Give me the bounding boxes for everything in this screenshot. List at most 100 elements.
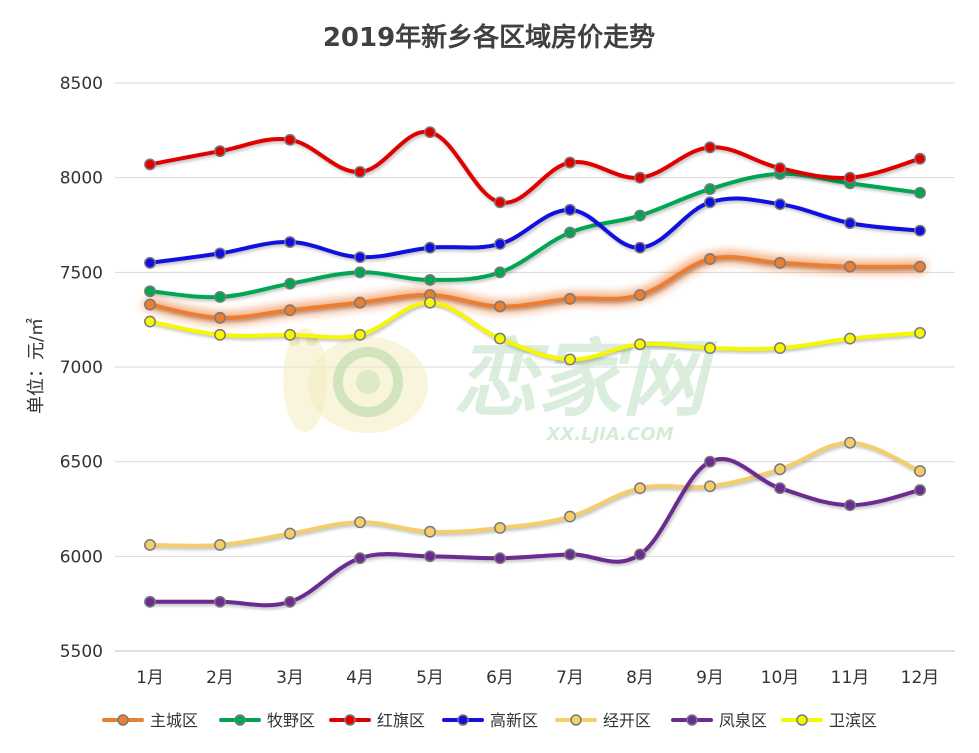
series-shadow: [151, 442, 923, 550]
data-point: [704, 455, 716, 468]
data-point: [284, 595, 296, 608]
data-point: [214, 595, 226, 608]
data-point: [354, 552, 366, 565]
data-point: [424, 241, 436, 254]
legend-item: 牧野区: [219, 711, 315, 730]
data-point: [494, 237, 506, 250]
x-tick-label: 12月: [901, 668, 940, 688]
data-point: [704, 183, 716, 195]
data-point: [144, 256, 156, 269]
legend-label: 主城区: [150, 711, 198, 730]
legend-item: 主城区: [102, 711, 198, 730]
data-point: [914, 260, 926, 273]
data-point: [844, 260, 856, 273]
data-point: [494, 332, 506, 345]
data-point: [424, 273, 436, 286]
data-point: [774, 162, 786, 175]
data-point: [634, 209, 646, 222]
data-point: [284, 133, 296, 146]
data-point: [494, 196, 506, 209]
y-tick-label: 6500: [60, 453, 103, 473]
data-point: [354, 296, 366, 309]
data-point: [494, 552, 506, 565]
x-tick-label: 4月: [346, 668, 374, 688]
x-tick-label: 11月: [831, 668, 870, 688]
legend-label: 高新区: [490, 711, 538, 730]
watermark-snail-spiral: [333, 347, 403, 417]
data-point: [354, 166, 366, 178]
data-point: [634, 289, 646, 302]
data-point: [844, 332, 856, 345]
data-point: [564, 203, 576, 216]
legend-swatch-marker: [686, 714, 698, 726]
data-point: [564, 510, 576, 523]
data-point: [144, 298, 156, 311]
data-point: [704, 196, 716, 209]
data-point: [354, 266, 366, 279]
legend-label: 红旗区: [377, 711, 425, 730]
x-tick-label: 1月: [136, 668, 164, 688]
series-line: [148, 457, 922, 608]
data-point: [704, 253, 716, 266]
data-point: [144, 158, 156, 171]
data-point: [774, 256, 786, 269]
data-point: [774, 463, 786, 476]
data-point: [634, 241, 646, 254]
series-shadow: [151, 173, 922, 302]
data-point: [704, 141, 716, 154]
series-凤泉区: [144, 455, 926, 610]
data-point: [284, 527, 296, 540]
data-point: [214, 311, 226, 324]
data-point: [144, 285, 156, 298]
watermark-snail-body: [283, 328, 327, 432]
data-point: [774, 482, 786, 495]
data-point: [564, 353, 576, 366]
data-point: [494, 266, 506, 279]
y-tick-label: 8000: [60, 169, 103, 189]
legend-swatch-marker: [117, 714, 129, 726]
series-shadow: [151, 131, 923, 207]
legend-swatch-marker: [457, 714, 469, 726]
data-point: [634, 338, 646, 351]
legend-swatch-marker: [234, 714, 246, 726]
data-point: [634, 482, 646, 495]
y-tick-label: 6000: [60, 547, 103, 567]
x-tick-label: 5月: [416, 668, 444, 688]
data-point: [214, 145, 226, 158]
data-point: [144, 539, 156, 551]
data-point: [704, 480, 716, 493]
data-point: [914, 484, 926, 497]
data-point: [144, 595, 156, 608]
legend-label: 经开区: [603, 711, 651, 730]
watermark-snail-core: [356, 370, 380, 394]
x-tick-label: 9月: [696, 668, 724, 688]
axes: 5500 6000 6500 7000 7500 8000 8500 1月 2月 3月 4月 5月 6月…: [60, 74, 940, 688]
data-point: [144, 315, 156, 328]
data-point: [844, 217, 856, 230]
data-point: [564, 226, 576, 239]
series-卫滨区: [144, 296, 926, 366]
series-高新区: [144, 196, 926, 269]
x-tick-label: 7月: [556, 668, 584, 688]
watermark-url: XX.LJIA.COM: [546, 424, 674, 445]
series-红旗区: [144, 126, 926, 209]
series-line: [148, 440, 922, 548]
data-point: [424, 126, 436, 139]
y-tick-label: 8500: [60, 74, 103, 94]
legend-item: 经开区: [555, 711, 651, 730]
x-tick-label: 10月: [761, 668, 800, 688]
data-point: [214, 247, 226, 260]
legend-label: 凤泉区: [719, 711, 767, 730]
y-tick-label: 5500: [60, 642, 103, 662]
data-point: [914, 152, 926, 165]
legend-item: 高新区: [442, 711, 538, 730]
y-axis-label: 单位：元/㎡: [25, 318, 47, 414]
grid-lines: [115, 82, 955, 652]
legend-item: 凤泉区: [671, 711, 767, 730]
data-point: [284, 236, 296, 248]
y-tick-label: 7500: [60, 263, 103, 283]
data-point: [914, 465, 926, 478]
data-point: [774, 342, 786, 355]
